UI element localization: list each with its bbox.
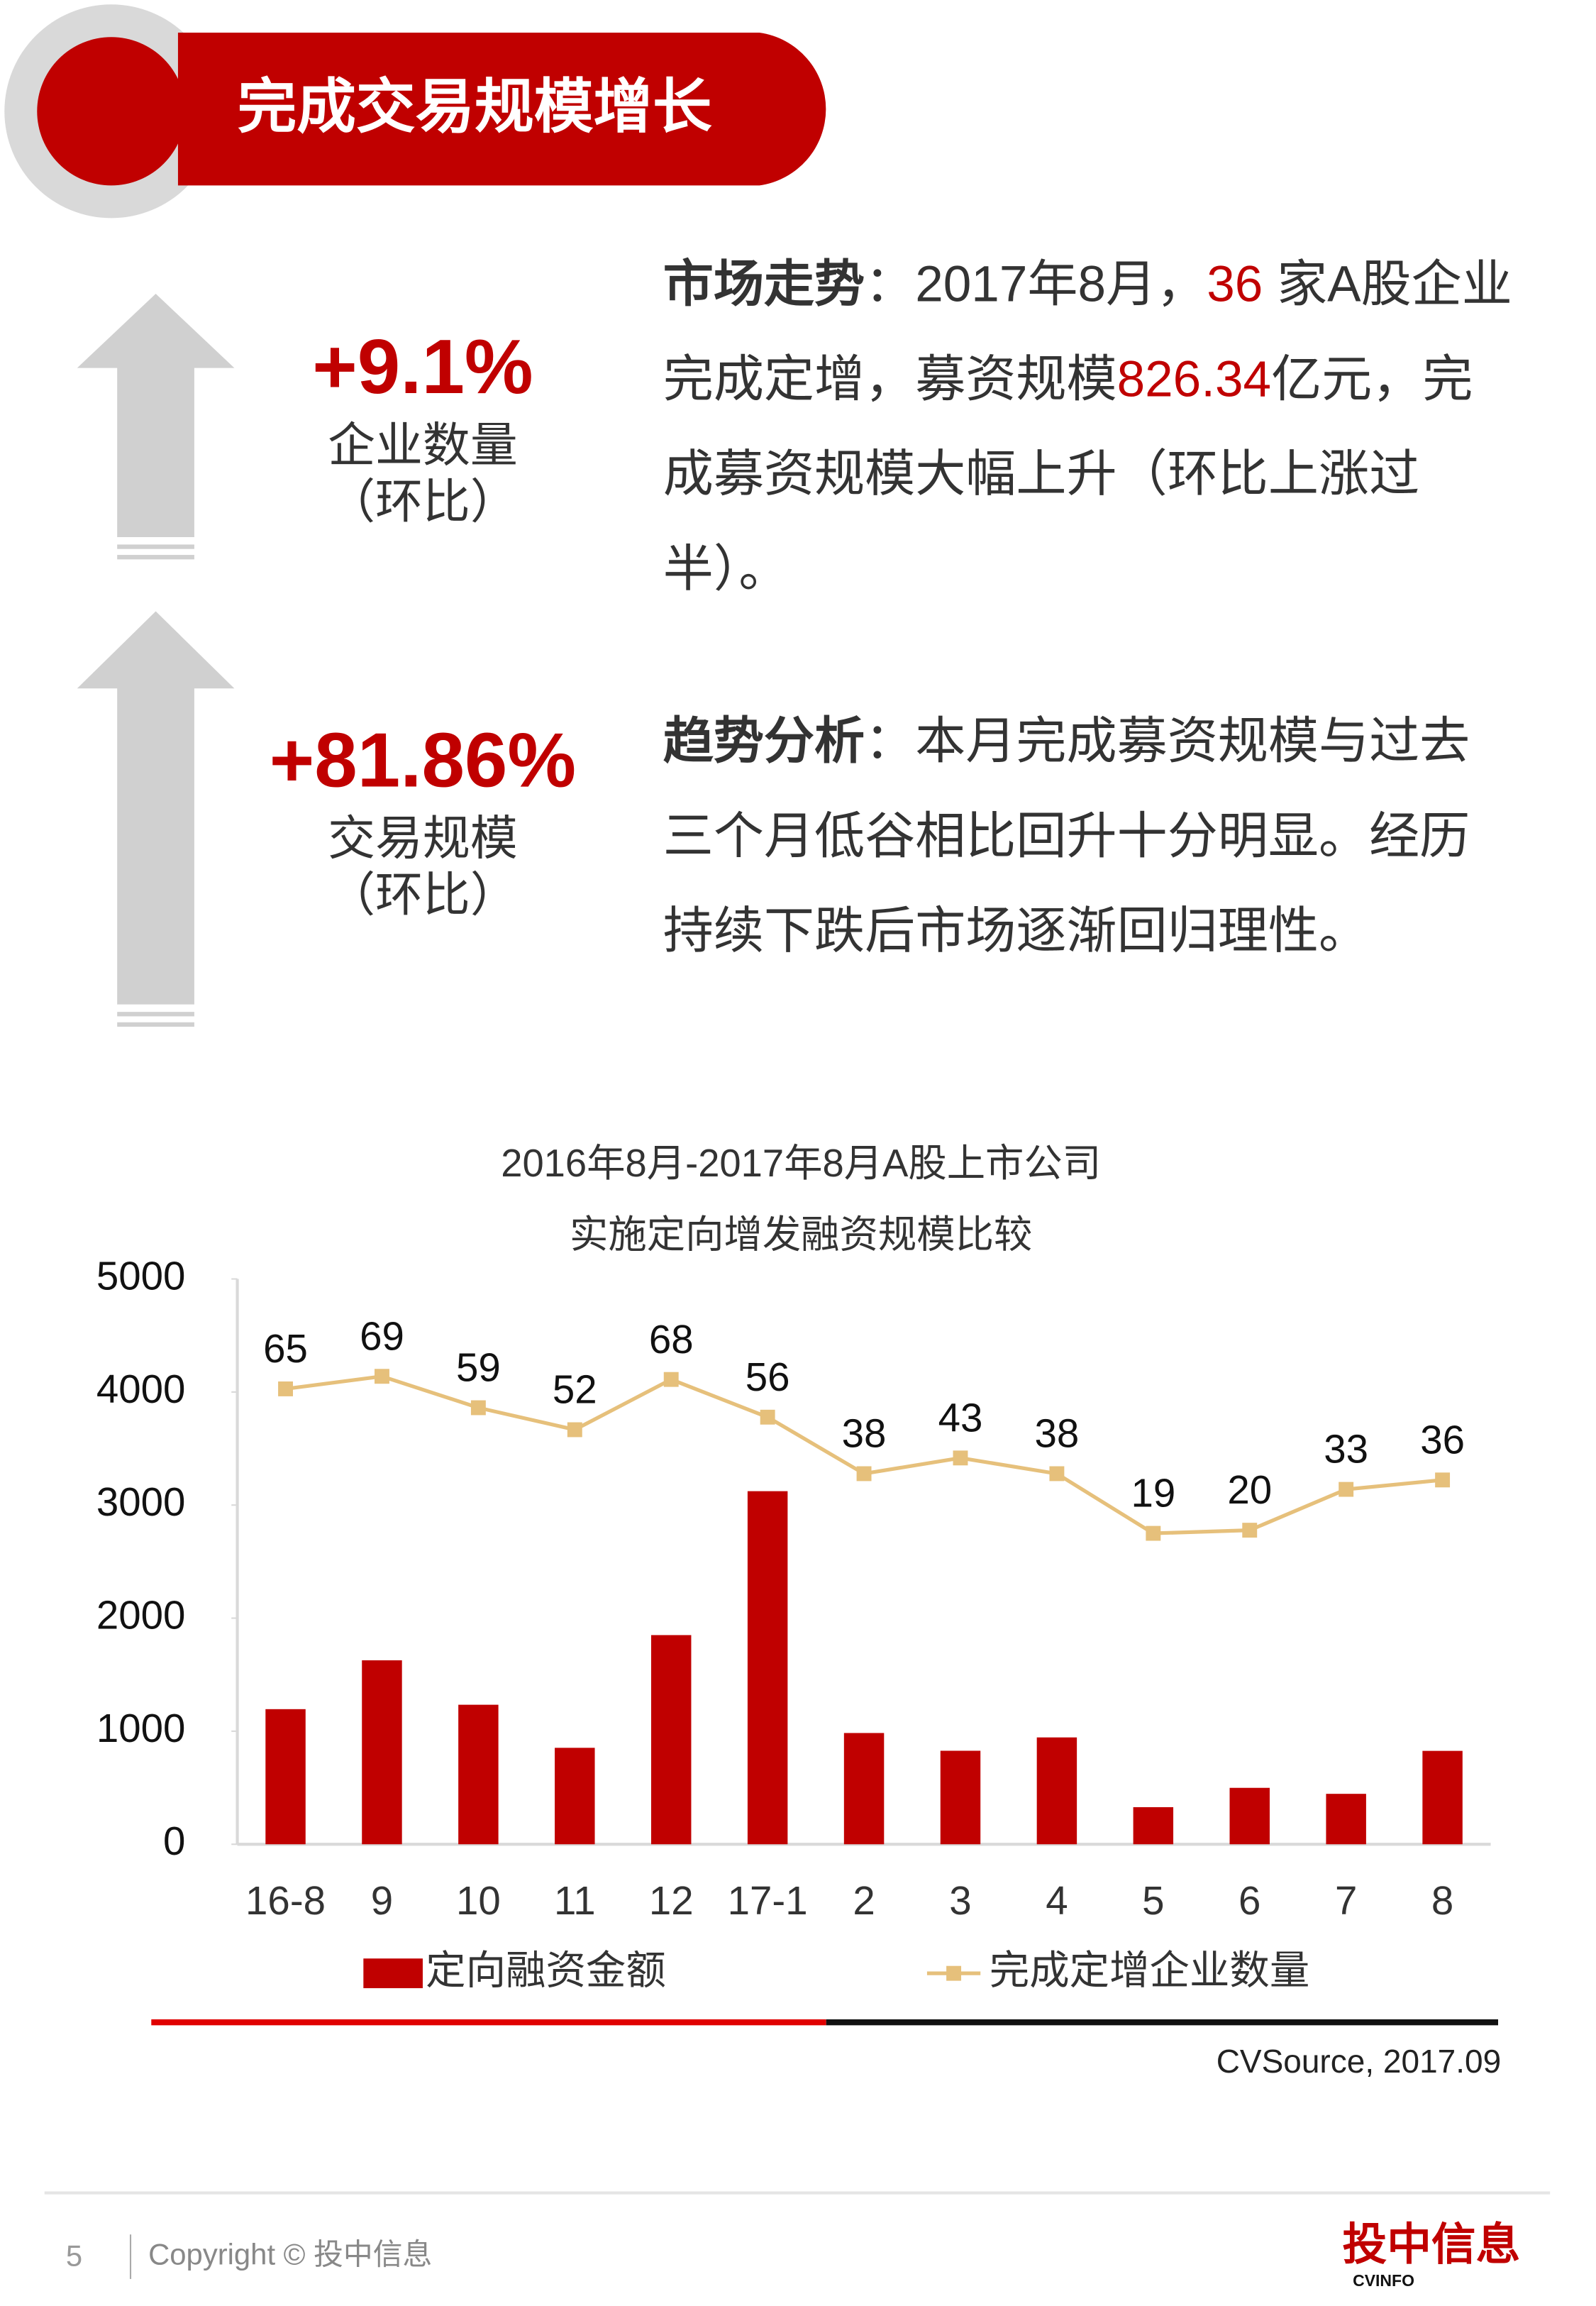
- bar: [1229, 1787, 1270, 1845]
- header-title: 完成交易规模增长: [238, 73, 712, 140]
- stat-sub: （环比）: [328, 868, 518, 922]
- marker: [1435, 1472, 1451, 1488]
- text-run: 826.34: [1116, 351, 1272, 409]
- y-tick-label: 1000: [96, 1706, 186, 1750]
- x-tick-label: 3: [949, 1878, 971, 1923]
- data-label: 38: [842, 1411, 887, 1456]
- chart-title: 实施定向增发融资规模比较: [570, 1213, 1032, 1256]
- data-label: 52: [553, 1367, 597, 1412]
- bar: [940, 1750, 981, 1845]
- data-label: 56: [746, 1355, 790, 1399]
- bar: [1036, 1737, 1077, 1845]
- marker: [1242, 1523, 1258, 1538]
- x-tick-label: 8: [1431, 1878, 1453, 1923]
- stat-sub: （环比）: [328, 475, 518, 529]
- y-tick-label: 2000: [96, 1592, 186, 1637]
- text-run: ：本月完成募资规模与过去三个月低谷相比回升十分明显。经历持续下跌后市场逐渐回归理…: [663, 713, 1470, 960]
- y-tick-label: 0: [163, 1819, 185, 1863]
- marker: [375, 1369, 389, 1384]
- marker: [953, 1450, 968, 1466]
- data-label: 38: [1035, 1411, 1080, 1456]
- text-run: 亿元，完成募资规模大幅上升（环比上涨过半）。: [663, 351, 1473, 598]
- x-tick-label: 12: [649, 1878, 694, 1923]
- text-run: ：2017年8月，: [865, 256, 1207, 314]
- marker: [1049, 1466, 1065, 1482]
- text-run: 家A股企业完成定增，募资规模: [663, 256, 1512, 409]
- copyright: Copyright © 投中信息: [148, 2238, 432, 2271]
- marker: [1339, 1482, 1354, 1497]
- y-tick-label: 5000: [96, 1253, 186, 1298]
- marker: [663, 1372, 679, 1387]
- y-tick-label: 4000: [96, 1367, 186, 1411]
- paragraph: 市场走势：2017年8月，36 家A股企业完成定增，募资规模826.34亿元，完…: [663, 238, 1516, 617]
- bar: [458, 1704, 499, 1845]
- data-label: 59: [456, 1345, 501, 1390]
- marker: [567, 1422, 582, 1438]
- stat-value: +9.1%: [312, 324, 533, 412]
- chart-title: 2016年8月-2017年8月A股上市公司: [501, 1142, 1101, 1185]
- page-number: 5: [66, 2239, 82, 2273]
- bar: [1326, 1794, 1366, 1845]
- x-tick-label: 16-8: [245, 1878, 326, 1923]
- x-tick-label: 17-1: [728, 1878, 808, 1923]
- bar: [555, 1748, 595, 1845]
- text-run: 趋势分析: [663, 713, 865, 771]
- x-tick-label: 11: [554, 1878, 596, 1923]
- data-label: 43: [938, 1395, 983, 1440]
- data-label: 20: [1227, 1467, 1272, 1512]
- bar: [843, 1733, 885, 1845]
- bar: [362, 1660, 402, 1845]
- y-tick-label: 3000: [96, 1479, 186, 1524]
- legend-swatch: [363, 1958, 423, 1989]
- logo: 投中信息: [1342, 2220, 1520, 2270]
- x-tick-label: 4: [1046, 1878, 1068, 1923]
- data-label: 36: [1420, 1417, 1465, 1462]
- text-run: 市场走势: [663, 256, 865, 314]
- logo-sub: CVINFO: [1353, 2271, 1414, 2290]
- arrow: [77, 294, 235, 560]
- legend-label: 定向融资金额: [426, 1948, 666, 1992]
- stat-value: +81.86%: [269, 718, 577, 805]
- arrow: [77, 611, 235, 1027]
- stat: +9.1% 企业数量 （环比）: [223, 319, 624, 530]
- data-label: 69: [360, 1313, 404, 1358]
- paragraph: 趋势分析：本月完成募资规模与过去三个月低谷相比回升十分明显。经历持续下跌后市场逐…: [663, 695, 1516, 979]
- marker: [760, 1409, 775, 1425]
- bar: [1422, 1750, 1463, 1845]
- marker: [1146, 1526, 1161, 1541]
- stat-label: 交易规模: [328, 811, 518, 866]
- bar: [1133, 1806, 1174, 1845]
- data-label: 19: [1131, 1471, 1175, 1516]
- x-tick-label: 2: [853, 1878, 875, 1923]
- header-circle: [37, 37, 186, 186]
- x-tick-label: 9: [371, 1878, 393, 1923]
- bar: [747, 1491, 788, 1845]
- data-label: 33: [1324, 1427, 1368, 1472]
- legend-label: 完成定增企业数量: [990, 1948, 1310, 1992]
- bar: [650, 1635, 692, 1845]
- header-bar: [177, 33, 826, 186]
- data-label: 68: [649, 1317, 694, 1362]
- x-tick-label: 7: [1335, 1878, 1357, 1923]
- x-tick-label: 6: [1238, 1878, 1260, 1923]
- source: CVSource, 2017.09: [1217, 2043, 1502, 2080]
- text-run: 36: [1207, 256, 1263, 314]
- stat: +81.86% 交易规模 （环比）: [223, 712, 624, 923]
- data-label: 65: [263, 1326, 308, 1371]
- bar: [265, 1709, 306, 1845]
- stat-label: 企业数量: [328, 418, 518, 472]
- x-tick-label: 5: [1142, 1878, 1164, 1923]
- marker: [856, 1466, 872, 1482]
- x-tick-label: 10: [456, 1878, 501, 1923]
- marker: [470, 1400, 486, 1416]
- legend-swatch: [946, 1965, 962, 1981]
- marker: [278, 1381, 293, 1396]
